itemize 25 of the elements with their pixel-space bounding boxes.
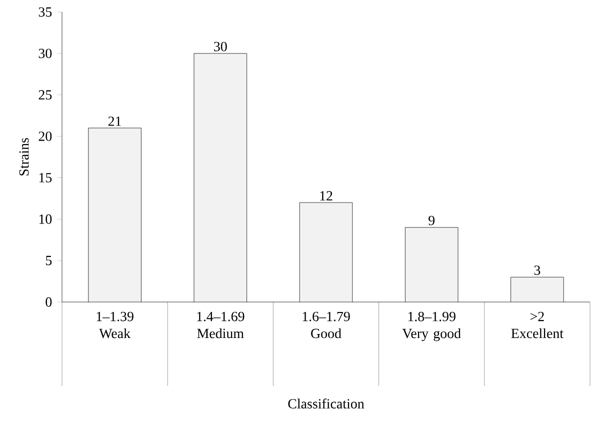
data-label: 21 [108,116,121,126]
data-label: 9 [428,216,435,226]
bar [194,53,247,302]
data-label: 12 [320,191,332,200]
data-label: 3 [534,266,540,275]
y-tick-label: 5 [46,256,52,266]
bar [405,227,458,302]
y-tick-label: 30 [38,48,52,58]
y-tick-label: 10 [39,214,52,224]
x-tick-label: 1.4–1.69 Medium [197,312,244,338]
x-axis-title: Classification [288,398,364,408]
bar [510,276,564,302]
x-tick-label: 1–1.39 Weak [96,312,134,338]
bar [300,202,352,302]
y-axis-title: Strains [19,138,29,176]
x-tick-label: 1.8–1.99 Very good [402,312,461,342]
y-tick-label: 20 [38,132,52,141]
y-tick-label: 0 [46,297,52,307]
bar [88,128,142,302]
x-tick-label: >2 Excellent [511,312,564,338]
data-label: 30 [214,42,227,52]
y-tick-label: 35 [38,7,52,17]
x-tick-label: 1.6–1.79 Good [302,312,350,338]
y-tick-label: 25 [38,90,52,100]
y-tick-label: 15 [39,173,52,182]
